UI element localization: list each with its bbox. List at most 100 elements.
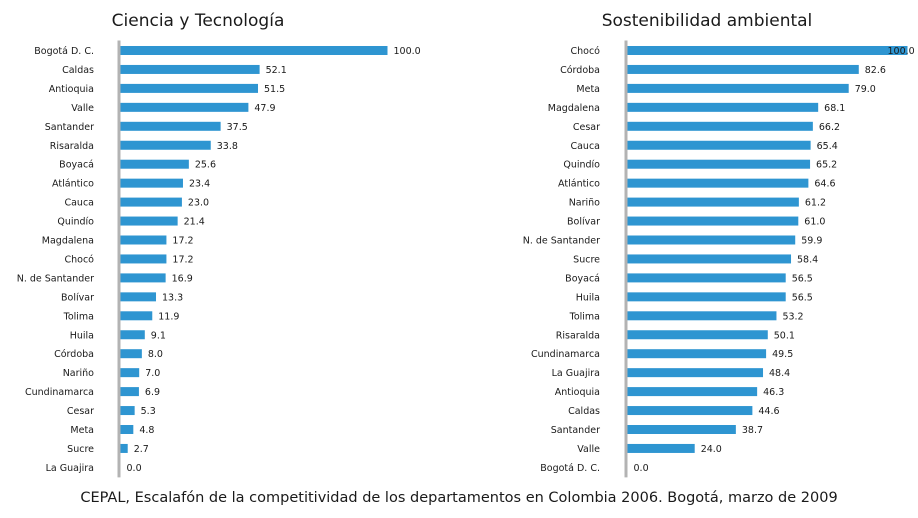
value-label-cordoba: 82.6 bbox=[865, 65, 886, 76]
bar-tolima bbox=[120, 311, 153, 321]
category-label-santander: Santander bbox=[551, 425, 600, 436]
category-label-n-de-santander: N. de Santander bbox=[17, 273, 94, 284]
bar-n-de-santander bbox=[627, 235, 796, 245]
bar-risaralda bbox=[627, 330, 768, 340]
value-label-la-guajira: 0.0 bbox=[127, 463, 142, 474]
category-label-la-guajira: La Guajira bbox=[46, 463, 94, 474]
bar-magdalena bbox=[120, 235, 167, 245]
bar-narino bbox=[627, 197, 799, 207]
bar-magdalena bbox=[627, 102, 819, 112]
value-label-sucre: 58.4 bbox=[797, 254, 818, 265]
value-label-meta: 4.8 bbox=[139, 425, 154, 436]
bar-huila bbox=[120, 330, 145, 340]
bar-tolima bbox=[627, 311, 777, 321]
bar-choco bbox=[120, 254, 167, 264]
bar-cordoba bbox=[120, 349, 142, 359]
value-label-santander: 37.5 bbox=[227, 122, 248, 133]
bar-santander bbox=[627, 425, 736, 434]
category-label-atlantico: Atlántico bbox=[52, 179, 94, 190]
bar-quindio bbox=[120, 216, 178, 226]
value-label-cordoba: 8.0 bbox=[148, 349, 163, 360]
bar-bogota-d-c bbox=[120, 46, 388, 55]
value-label-bolivar: 61.0 bbox=[804, 217, 825, 228]
value-label-bogota-d-c: 0.0 bbox=[634, 463, 649, 474]
category-label-bolivar: Bolívar bbox=[61, 292, 94, 303]
category-label-cundinamarca: Cundinamarca bbox=[531, 349, 600, 360]
value-label-quindio: 65.2 bbox=[816, 160, 837, 171]
bar-atlantico bbox=[120, 178, 183, 188]
bar-cesar bbox=[120, 406, 135, 416]
category-label-risaralda: Risaralda bbox=[50, 141, 94, 152]
value-label-boyaca: 56.5 bbox=[792, 273, 813, 284]
value-label-caldas: 52.1 bbox=[266, 65, 287, 76]
category-label-risaralda: Risaralda bbox=[556, 330, 600, 341]
chart-title: Sostenibilidad ambiental bbox=[602, 11, 813, 31]
category-label-cundinamarca: Cundinamarca bbox=[25, 387, 94, 398]
category-label-boyaca: Boyacá bbox=[59, 160, 94, 171]
bar-sucre bbox=[627, 254, 792, 264]
value-label-antioquia: 46.3 bbox=[763, 387, 784, 398]
category-label-bogota-d-c: Bogotá D. C. bbox=[540, 463, 600, 474]
value-label-meta: 79.0 bbox=[855, 84, 876, 95]
bar-valle bbox=[627, 443, 695, 453]
bar-boyaca bbox=[627, 273, 786, 283]
category-label-tolima: Tolima bbox=[63, 311, 94, 322]
bar-choco bbox=[627, 46, 908, 55]
value-label-santander: 38.7 bbox=[742, 425, 763, 436]
value-label-n-de-santander: 16.9 bbox=[172, 273, 193, 284]
category-label-atlantico: Atlántico bbox=[558, 179, 600, 190]
category-label-bolivar: Bolívar bbox=[567, 217, 600, 228]
bar-risaralda bbox=[120, 140, 211, 150]
category-label-quindio: Quindío bbox=[563, 160, 600, 171]
category-label-la-guajira: La Guajira bbox=[552, 368, 600, 379]
bar-bolivar bbox=[627, 216, 799, 226]
category-label-caldas: Caldas bbox=[568, 406, 600, 417]
value-label-magdalena: 17.2 bbox=[172, 236, 193, 247]
category-label-meta: Meta bbox=[576, 84, 600, 95]
category-label-tolima: Tolima bbox=[569, 311, 600, 322]
value-label-caldas: 44.6 bbox=[758, 406, 779, 417]
category-label-valle: Valle bbox=[577, 444, 600, 455]
chart-title: Ciencia y Tecnología bbox=[112, 11, 285, 31]
category-label-narino: Nariño bbox=[63, 368, 94, 379]
category-label-antioquia: Antioquia bbox=[555, 387, 600, 398]
category-label-caldas: Caldas bbox=[62, 65, 94, 76]
bar-antioquia bbox=[120, 83, 259, 93]
category-label-cordoba: Córdoba bbox=[560, 65, 600, 76]
value-label-cauca: 23.0 bbox=[188, 198, 209, 209]
value-label-cauca: 65.4 bbox=[817, 141, 838, 152]
category-label-cesar: Cesar bbox=[573, 122, 600, 133]
category-label-boyaca: Boyacá bbox=[565, 273, 600, 284]
source-caption: CEPAL, Escalafón de la competitividad de… bbox=[80, 490, 838, 506]
category-label-valle: Valle bbox=[71, 103, 94, 114]
bar-caldas bbox=[627, 406, 753, 416]
value-label-huila: 9.1 bbox=[151, 330, 166, 341]
value-label-antioquia: 51.5 bbox=[264, 84, 285, 95]
category-label-choco: Chocó bbox=[64, 254, 94, 265]
value-label-narino: 61.2 bbox=[805, 198, 826, 209]
value-label-valle: 24.0 bbox=[701, 444, 722, 455]
category-label-cauca: Cauca bbox=[570, 141, 600, 152]
value-label-la-guajira: 48.4 bbox=[769, 368, 790, 379]
category-label-sucre: Sucre bbox=[67, 444, 94, 455]
bar-cesar bbox=[627, 121, 813, 131]
category-label-choco: Chocó bbox=[570, 46, 600, 57]
bar-meta bbox=[627, 83, 849, 93]
chart-ciencia-tecnologia: Ciencia y Tecnología Bogotá D. C. 100.0 Ca… bbox=[17, 11, 421, 478]
category-label-cauca: Cauca bbox=[64, 198, 94, 209]
value-label-narino: 7.0 bbox=[145, 368, 160, 379]
value-label-tolima: 53.2 bbox=[782, 311, 803, 322]
value-label-bogota-d-c: 100.0 bbox=[394, 46, 421, 57]
category-label-cesar: Cesar bbox=[67, 406, 94, 417]
bar-bolivar bbox=[120, 292, 157, 302]
bar-narino bbox=[120, 368, 140, 378]
value-label-huila: 56.5 bbox=[792, 292, 813, 303]
bar-meta bbox=[120, 425, 134, 434]
bar-la-guajira bbox=[627, 368, 764, 378]
category-label-santander: Santander bbox=[45, 122, 94, 133]
bar-cauca bbox=[120, 197, 182, 207]
category-label-magdalena: Magdalena bbox=[42, 236, 94, 247]
value-label-quindio: 21.4 bbox=[184, 217, 205, 228]
value-label-bolivar: 13.3 bbox=[162, 292, 183, 303]
